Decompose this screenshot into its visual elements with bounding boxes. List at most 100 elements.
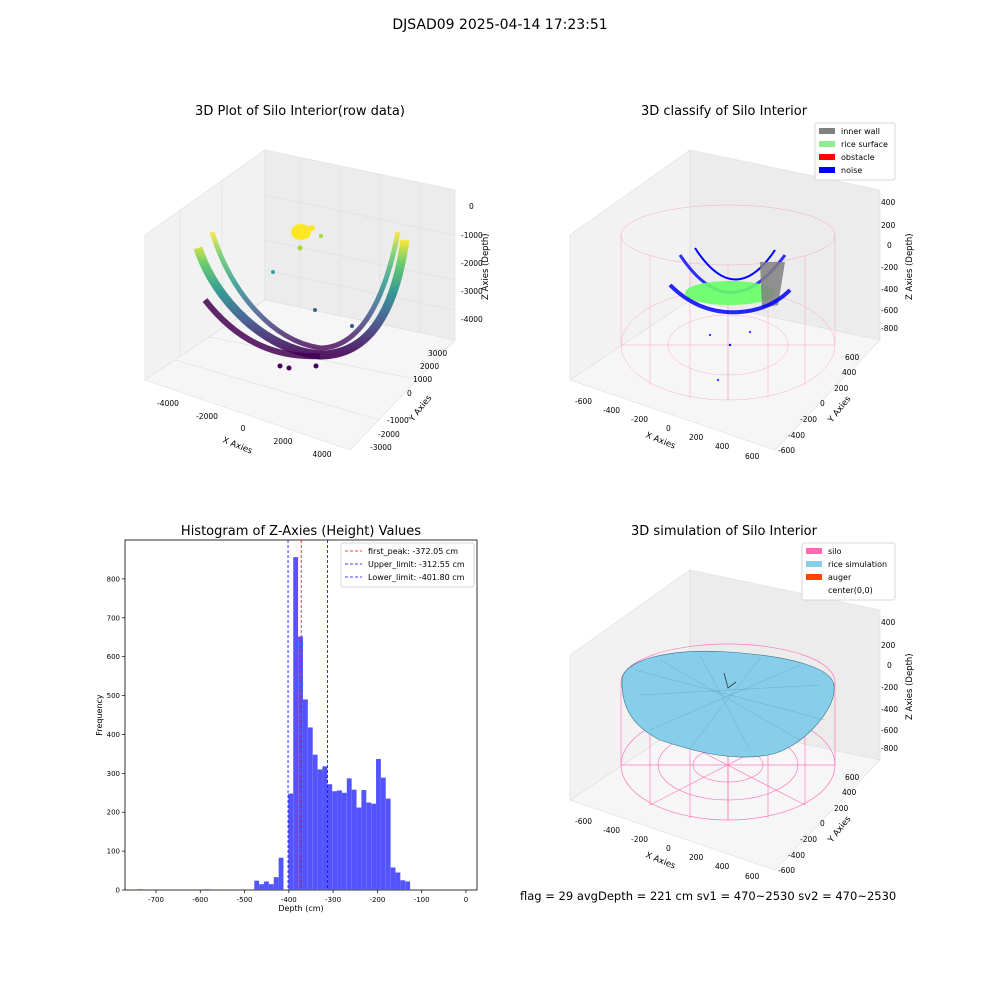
histogram-bar [307, 727, 313, 890]
histogram-ytick-label: 400 [107, 731, 120, 739]
histogram-bar [332, 791, 338, 890]
histogram-ytick-label: 100 [107, 848, 120, 856]
histogram-ytick-label: 200 [107, 809, 120, 817]
histogram-bar [298, 636, 303, 890]
histogram-legend-label: Upper_limit: -312.55 cm [368, 560, 465, 569]
panel1-3d-plot: -4000 -2000 0 2000 4000 -3000 -2000 -100… [144, 149, 491, 459]
p1-xlabel: X Axies [221, 436, 254, 457]
p4-ztick: 200 [881, 641, 896, 650]
histogram-xtick-label: -700 [148, 896, 164, 904]
status-line: flag = 29 avgDepth = 221 cm sv1 = 470~25… [520, 889, 897, 903]
legend-swatch-silo [806, 548, 822, 554]
p1-ytick: -3000 [370, 443, 392, 452]
p1-xtick: 2000 [273, 437, 292, 446]
histogram-bar [361, 790, 367, 890]
histogram-ylabel: Frequency [95, 694, 104, 736]
legend-label-auger: auger [828, 573, 852, 582]
histogram-bar [371, 803, 377, 890]
p4-xtick: -200 [631, 835, 648, 844]
p4-ztick: -200 [881, 683, 898, 692]
histogram-bar [390, 867, 396, 890]
p4-ytick: 600 [845, 773, 860, 782]
p1-ytick: -2000 [378, 430, 400, 439]
histogram-bar [351, 789, 357, 890]
histogram-bar [259, 884, 264, 890]
p4-ztick: -600 [881, 726, 898, 735]
p2-xtick: 0 [666, 424, 671, 433]
histogram-bar [395, 872, 401, 890]
histogram-xtick-label: 0 [464, 896, 468, 904]
p4-ytick: 400 [842, 788, 857, 797]
p2-xtick: -400 [603, 406, 620, 415]
histogram-xtick-label: -600 [192, 896, 208, 904]
p2-ztick: -200 [881, 263, 898, 272]
legend-label-silo: silo [828, 547, 842, 556]
p1-ytick: -1000 [387, 416, 409, 425]
p4-xtick: -400 [603, 826, 620, 835]
panel1-axes-box [144, 149, 456, 451]
histogram-bar [317, 769, 323, 890]
p2-zlabel: Z Axies (Depth) [905, 233, 915, 300]
p4-ztick: 0 [887, 661, 892, 670]
p4-ztick: -400 [881, 705, 898, 714]
histogram-bar [337, 790, 342, 890]
p1-ytick: 2000 [420, 362, 439, 371]
histogram-chart: -700 -600 -500 -400 -300 -200 -100 0 0 100 200 300… [95, 539, 478, 913]
p2-ytick: -400 [788, 431, 805, 440]
histogram-bar [385, 798, 391, 890]
histogram-ytick-label: 700 [107, 614, 120, 622]
p2-ztick: 0 [887, 241, 892, 250]
legend-swatch-obstacle [819, 154, 835, 160]
p2-xtick: 200 [689, 433, 704, 442]
legend-label-rice-surface: rice surface [841, 140, 888, 149]
histogram-legend-label: Lower_limit: -401.80 cm [368, 573, 465, 582]
p2-ztick: -400 [881, 285, 898, 294]
histogram-legend-label: first_peak: -372.05 cm [368, 547, 458, 556]
histogram-bar [138, 889, 144, 890]
panel2-3d-plot: inner wall rice surface obstacle noise -… [569, 122, 915, 461]
p2-ztick: -800 [881, 324, 898, 333]
histogram-xtick-label: -400 [281, 896, 297, 904]
p2-ztick: 400 [881, 198, 896, 207]
panel4-rice-surface [621, 651, 835, 758]
panel4-legend: silo rice simulation auger center(0,0) [801, 542, 896, 601]
panel1-tick-labels: -4000 -2000 0 2000 4000 -3000 -2000 -100… [157, 202, 483, 459]
p1-zlabel: Z Axies (Depth) [481, 233, 491, 300]
figure-title: DJSAD09 2025-04-14 17:23:51 [392, 17, 608, 33]
p1-ytick: 0 [407, 389, 412, 398]
p2-xtick: 600 [745, 452, 760, 461]
histogram-ytick-label: 800 [107, 575, 120, 583]
histogram-bar [400, 880, 406, 890]
histogram-title: Histogram of Z-Axies (Height) Values [180, 524, 422, 539]
histogram-bar [346, 778, 352, 890]
panel2-title: 3D classify of Silo Interior [640, 104, 808, 119]
p4-xtick: 0 [666, 844, 671, 853]
histogram-xtick-label: -200 [369, 896, 385, 904]
p1-ytick: 1000 [413, 375, 432, 384]
legend-label-noise: noise [841, 166, 862, 175]
p1-ztick: -3000 [461, 287, 483, 296]
p1-ztick: -2000 [461, 259, 483, 268]
histogram-bars [138, 557, 411, 890]
p4-xtick: -600 [575, 817, 592, 826]
p1-xtick: 0 [241, 424, 246, 433]
p4-xlabel: X Axies [644, 851, 677, 872]
histogram-bar [322, 766, 328, 890]
p2-ztick: -600 [881, 306, 898, 315]
p2-ytick: 200 [834, 384, 849, 393]
panel4-title: 3D simulation of Silo Interior [631, 524, 817, 539]
panel4-3d-plot: silo rice simulation auger center(0,0) -… [569, 542, 915, 881]
p1-ztick: -1000 [461, 231, 483, 240]
legend-swatch-auger [806, 574, 822, 580]
p2-xtick: -600 [575, 397, 592, 406]
p1-ztick: -4000 [461, 315, 483, 324]
p4-xtick: 600 [745, 872, 760, 881]
panel2-legend: inner wall rice surface obstacle noise [814, 122, 896, 181]
legend-swatch-inner-wall [819, 128, 835, 134]
p1-xtick: -2000 [196, 412, 218, 421]
histogram-bar [278, 857, 284, 890]
p1-ytick: 3000 [428, 349, 447, 358]
legend-swatch-noise [819, 167, 835, 173]
p2-ytick: -200 [800, 415, 817, 424]
histogram-bar [356, 807, 362, 890]
